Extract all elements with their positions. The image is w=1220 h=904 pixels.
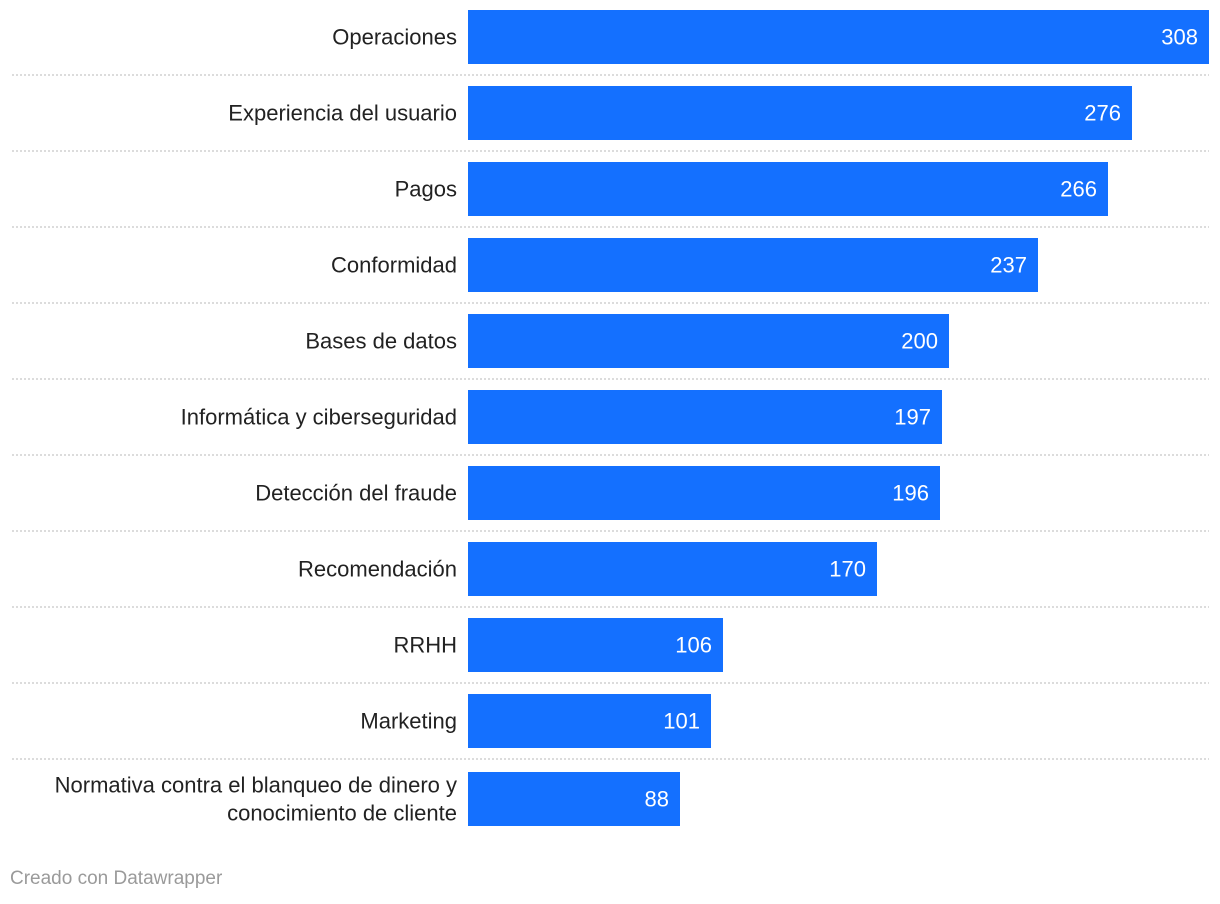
bar-4 (468, 238, 1038, 292)
bar-value-label: 101 (663, 709, 700, 734)
bar-2 (468, 86, 1132, 140)
bar-9 (468, 618, 723, 672)
category-label: Conformidad (331, 253, 457, 278)
bar-value-label: 200 (901, 329, 938, 354)
bar-value-label: 196 (892, 481, 929, 506)
bar-value-label: 197 (894, 405, 931, 430)
bar-1 (468, 10, 1209, 64)
bar-value-label: 237 (990, 253, 1027, 278)
category-label: Marketing (360, 709, 457, 734)
datawrapper-credit: Creado con Datawrapper (10, 868, 223, 889)
bar-6 (468, 390, 942, 444)
category-label: Detección del fraude (255, 481, 457, 506)
bar-11 (468, 772, 680, 826)
category-label: Operaciones (332, 25, 457, 50)
bar-3 (468, 162, 1108, 216)
bar-value-label: 88 (645, 787, 669, 812)
bar-5 (468, 314, 949, 368)
bar-value-label: 266 (1060, 177, 1097, 202)
category-label: Normativa contra el blanqueo de dinero y… (55, 773, 457, 826)
category-label: Informática y ciberseguridad (181, 405, 457, 430)
category-label: Bases de datos (305, 329, 457, 354)
bar-chart: 308 Operaciones 276 Experiencia del usuario… (12, 10, 1209, 826)
category-label: Recomendación (298, 557, 457, 582)
bar-value-label: 308 (1161, 25, 1198, 50)
bar-10 (468, 694, 711, 748)
bar-value-label: 276 (1084, 101, 1121, 126)
bar-value-label: 170 (829, 557, 866, 582)
category-label: Experiencia del usuario (228, 101, 457, 126)
category-label: RRHH (393, 633, 457, 658)
bar-7 (468, 466, 940, 520)
bar-8 (468, 542, 877, 596)
bar-value-label: 106 (675, 633, 712, 658)
category-label: Pagos (395, 177, 457, 202)
